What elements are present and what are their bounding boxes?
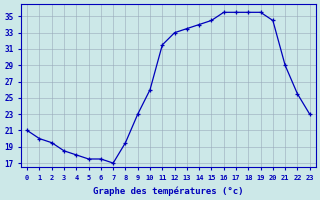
X-axis label: Graphe des températures (°c): Graphe des températures (°c) — [93, 186, 244, 196]
